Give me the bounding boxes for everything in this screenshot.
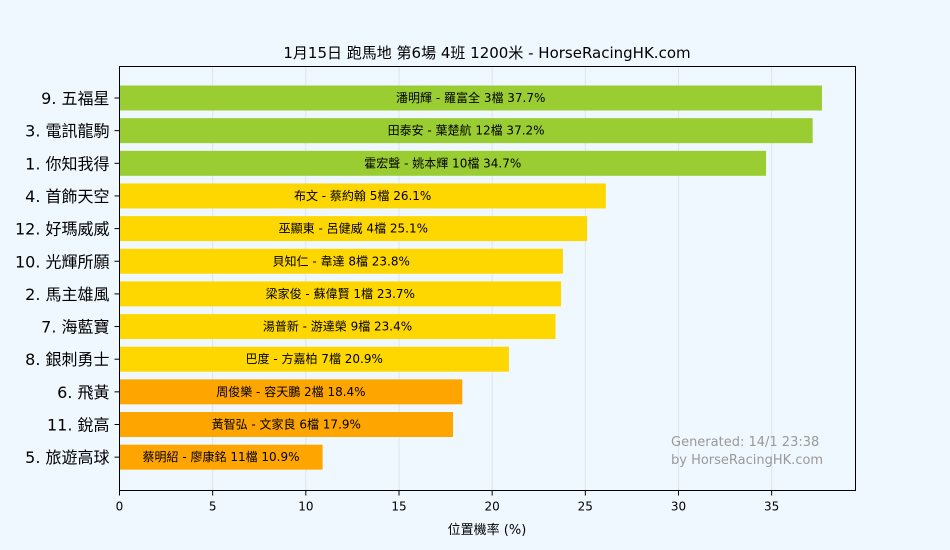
bar-label: 貝知仁 - 韋達 8檔 23.8% [273,254,410,268]
x-tick-label: 25 [578,500,593,514]
plot-frame [119,66,856,491]
y-tick-labels: 9. 五福星 3. 電訊龍駒 1. 你知我得 4. 首飾天空 12. 好瑪威威 10. 光… [15,89,120,467]
bar [119,314,556,340]
bar-label: 巴度 - 方嘉柏 7檔 20.9% [246,351,383,366]
bar [119,444,323,470]
y-tick-label: 4. 首飾天空 [25,187,109,206]
bar [119,412,454,437]
bar [119,216,588,242]
chart-title: 1月15日 跑馬地 第6場 4班 1200米 - HorseRacingHK.c… [283,44,690,62]
bar-label: 田泰安 - 葉楚航 12檔 37.2% [388,123,545,138]
y-tick-label: 1. 你知我得 [25,154,109,173]
y-tick-label: 9. 五福星 [41,89,109,108]
x-tick-label: 0 [116,500,124,514]
y-tick-label: 11. 銳高 [47,416,110,435]
bar-label: 梁家俊 - 蘇偉賢 1檔 23.7% [266,286,415,301]
bar-label: 湯普新 - 游達榮 9檔 23.4% [263,319,412,334]
x-axis-label: 位置機率 (%) [448,522,527,538]
bar [119,118,813,144]
x-ticks: 0 5 10 15 20 25 30 35 [116,490,779,514]
bar [119,183,606,209]
y-tick-label: 6. 飛黃 [57,383,109,402]
x-tick-label: 5 [209,500,217,514]
bar-label: 巫顯東 - 呂健威 4檔 25.1% [279,222,428,236]
y-tick-label: 8. 銀刺勇士 [25,350,109,369]
x-tick-label: 35 [764,500,779,514]
x-tick-label: 20 [485,500,500,514]
y-tick-label: 2. 馬主雄風 [25,285,109,304]
bar-label: 霍宏聲 - 姚本輝 10檔 34.7% [364,155,521,170]
bar [119,248,563,274]
y-tick-label: 10. 光輝所願 [15,252,110,271]
bar-label: 周俊樂 - 容天鵬 2檔 18.4% [216,384,365,399]
bar-label: 黃智弘 - 文家良 6檔 17.9% [212,417,361,432]
bars: 潘明輝 - 羅富全 3檔 37.7% 田泰安 - 葉楚航 12檔 37.2% 霍宏聲… [119,85,822,470]
bar [119,281,562,307]
bar-label: 潘明輝 - 羅富全 3檔 37.7% [396,90,545,105]
x-tick-label: 10 [298,500,313,514]
watermark-line-1: Generated: 14/1 23:38 [671,435,819,450]
y-tick-label: 5. 旅遊高球 [25,448,109,467]
x-tick-label: 15 [391,500,406,514]
y-tick-label: 7. 海藍寶 [41,318,109,337]
bar [119,150,767,176]
bar [119,379,463,405]
y-tick-label: 12. 好瑪威威 [15,220,110,239]
watermark-line-2: by HorseRacingHK.com [671,453,823,468]
x-tick-label: 30 [671,500,686,514]
bar-label: 蔡明紹 - 廖康銘 11檔 10.9% [143,449,300,464]
bar [119,346,509,372]
y-tick-label: 3. 電訊龍駒 [25,122,109,141]
bar-label: 布文 - 蔡約翰 5檔 26.1% [294,188,431,203]
bar [119,85,822,111]
